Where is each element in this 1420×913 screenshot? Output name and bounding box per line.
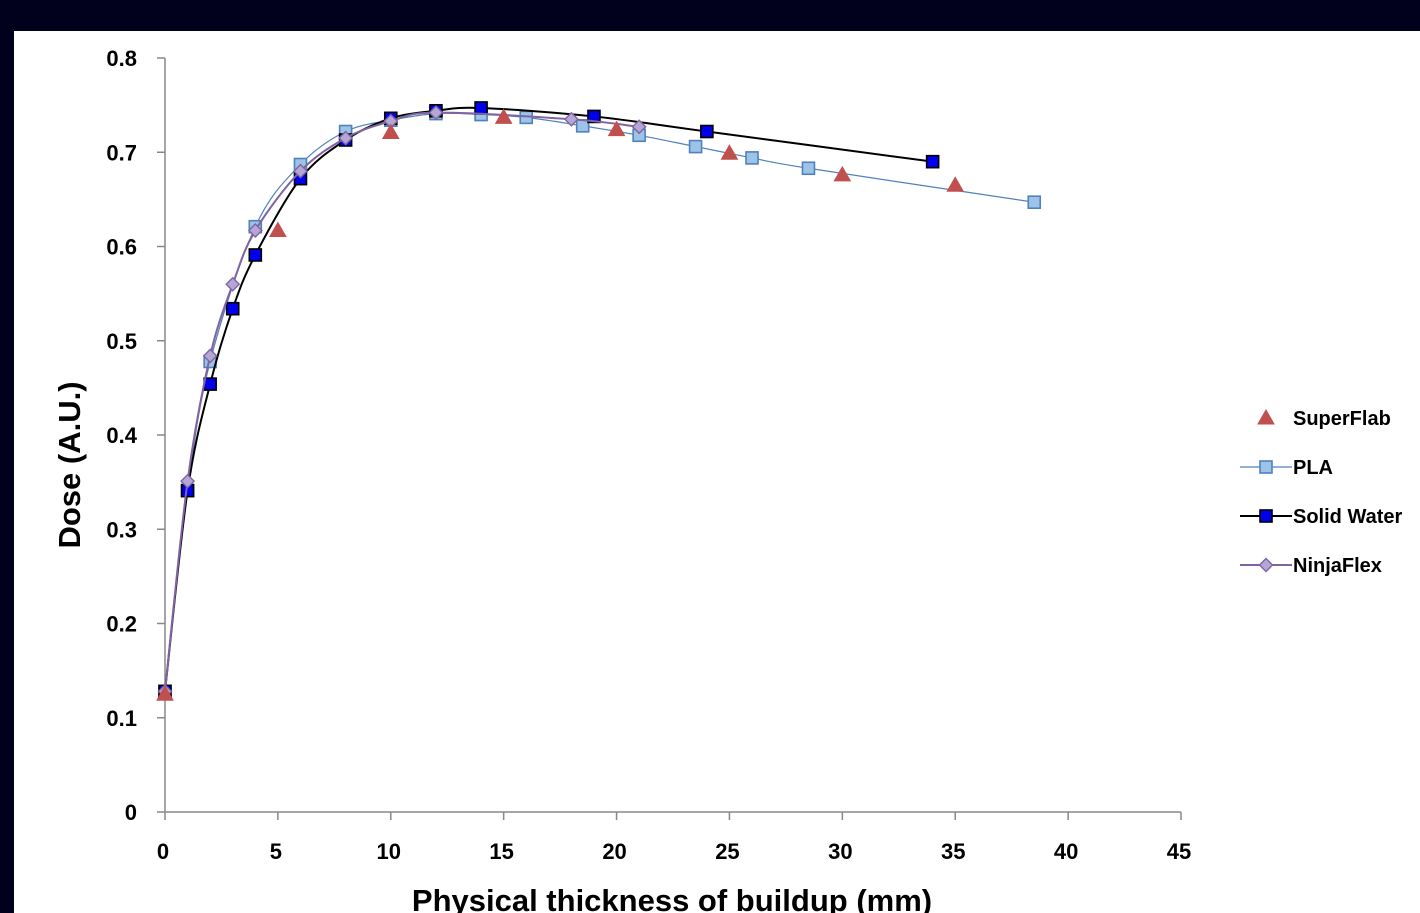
legend-marker: [1257, 408, 1275, 425]
x-tick-label: 30: [828, 839, 852, 864]
data-point-pla: [745, 151, 759, 165]
x-tick-label: 45: [1167, 839, 1191, 864]
x-tick-label: 20: [602, 839, 626, 864]
y-tick-label: 0.8: [106, 46, 137, 71]
data-point-superflab: [381, 123, 400, 139]
legend-marker: [1259, 509, 1273, 523]
y-tick-label: 0.4: [106, 423, 137, 448]
x-tick-label: 35: [941, 839, 965, 864]
y-tick-label: 0.2: [106, 612, 137, 637]
data-point-superflab: [269, 221, 287, 237]
data-point-superflab: [946, 176, 965, 192]
data-point-pla: [801, 161, 816, 176]
series-line-pla: [164, 112, 1035, 692]
x-tick-label: 25: [715, 839, 739, 864]
series-ninjaflex: [157, 105, 647, 699]
data-point-pla: [575, 119, 590, 133]
dose-chart: 0 0.1 0.2 0.3 0.4 0.5 0.6 0.7 0.8 0 5 10 15 20 25 30 35 4…: [52, 46, 1402, 913]
data-point-solid-water: [700, 124, 714, 139]
data-point-superflab: [494, 108, 513, 124]
data-point-ninjaflex: [338, 130, 354, 146]
data-point-ninjaflex: [631, 119, 647, 135]
legend-item-solid-water: Solid Water: [1240, 506, 1402, 528]
data-point-solid-water: [925, 154, 940, 169]
data-point-ninjaflex: [247, 222, 263, 238]
x-axis-title: Physical thickness of buildup (mm): [412, 883, 932, 913]
legend-item-ninjaflex: NinjaFlex: [1240, 555, 1382, 577]
legend-label: NinjaFlex: [1293, 555, 1382, 577]
data-point-ninjaflex: [428, 105, 444, 121]
data-point-pla: [688, 139, 703, 154]
data-point-superflab: [156, 685, 174, 701]
x-tick-label: 40: [1054, 839, 1078, 864]
legend-label: SuperFlab: [1293, 408, 1391, 430]
data-point-ninjaflex: [292, 163, 308, 179]
legend-item-superflab: SuperFlab: [1257, 408, 1391, 430]
data-point-ninjaflex: [180, 473, 196, 489]
x-tick-label: 10: [377, 839, 401, 864]
series-pla: [158, 106, 1042, 699]
x-tick-label: 15: [489, 839, 513, 864]
series-superflab: [156, 108, 965, 701]
data-point-superflab: [720, 144, 739, 160]
legend: SuperFlab PLA Solid Water NinjaFlex: [1240, 408, 1402, 577]
legend-marker: [1258, 557, 1274, 573]
legend-marker: [1259, 460, 1273, 474]
data-point-ninjaflex: [202, 348, 218, 364]
y-tick-label: 0.6: [106, 235, 137, 260]
data-point-superflab: [607, 120, 626, 137]
series-layer: [156, 101, 1042, 701]
chart-area: 0 0.1 0.2 0.3 0.4 0.5 0.6 0.7 0.8 0 5 10 15 20 25 30 35 4…: [14, 31, 1420, 913]
data-point-solid-water: [248, 248, 263, 262]
data-point-solid-water: [203, 377, 217, 391]
y-axis-title: Dose (A.U.): [52, 381, 87, 548]
data-point-ninjaflex: [225, 276, 241, 292]
axes: 0 0.1 0.2 0.3 0.4 0.5 0.6 0.7 0.8 0 5 10 15 20 25 30 35 4…: [106, 46, 1191, 864]
data-point-solid-water: [474, 101, 488, 115]
x-tick-label: 0: [157, 839, 169, 864]
data-point-solid-water: [587, 109, 601, 124]
data-point-ninjaflex: [563, 111, 579, 127]
y-tick-label: 0.5: [106, 329, 137, 354]
legend-item-pla: PLA: [1240, 457, 1333, 479]
data-point-superflab: [833, 165, 852, 182]
y-tick-label: 0.3: [106, 517, 137, 542]
x-tick-label: 5: [270, 839, 282, 864]
data-point-pla: [1027, 195, 1042, 210]
legend-label: Solid Water: [1293, 506, 1402, 528]
y-tick-label: 0: [125, 800, 137, 825]
y-tick-label: 0.1: [106, 706, 137, 731]
series-line-ninjaflex: [164, 111, 640, 692]
legend-label: PLA: [1293, 457, 1333, 479]
data-point-solid-water: [225, 301, 240, 316]
y-tick-label: 0.7: [106, 140, 137, 165]
